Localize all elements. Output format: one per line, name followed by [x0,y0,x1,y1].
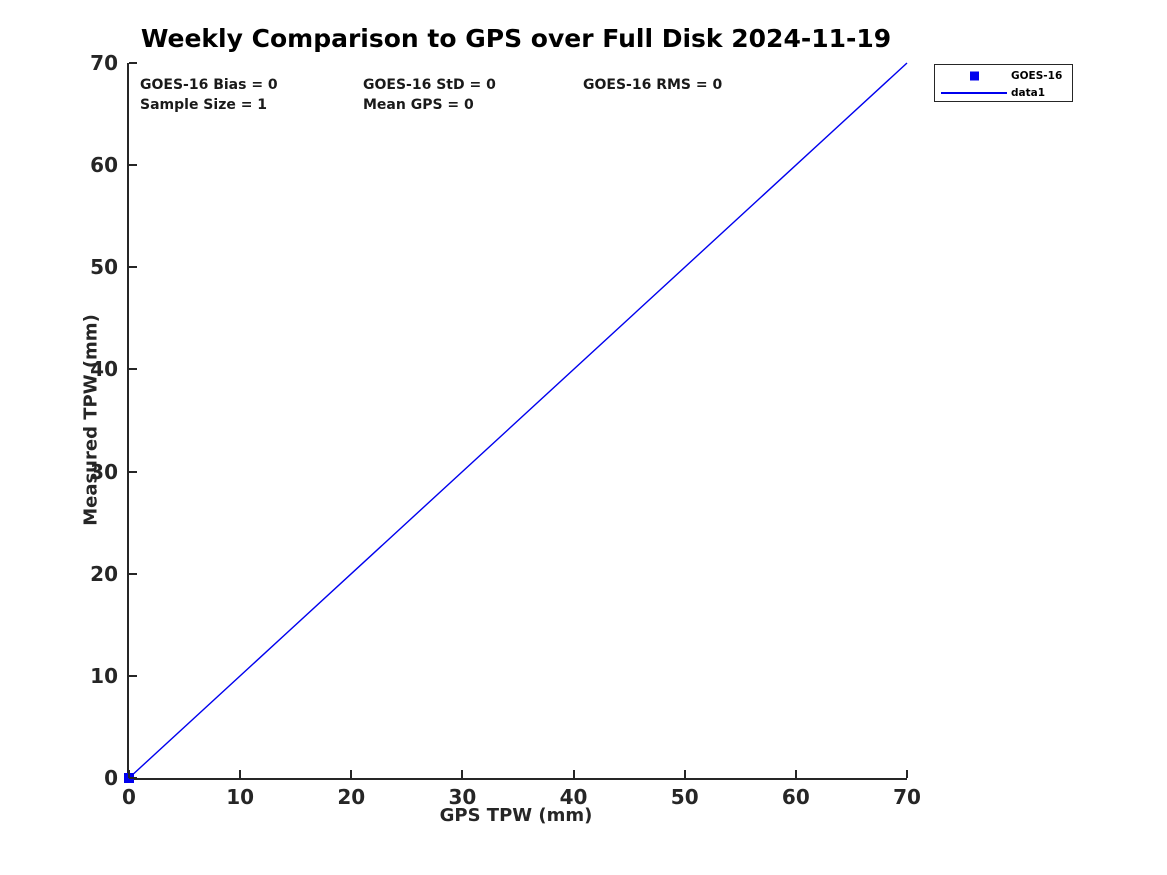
line-sample-icon [941,91,1007,94]
x-axis-label: GPS TPW (mm) [439,805,593,826]
stat-bias: GOES-16 Bias = 0 [140,77,278,93]
stat-sample-size: Sample Size = 1 [140,97,268,113]
legend: GOES-16 data1 [934,64,1073,102]
legend-symbol-area [935,67,1011,84]
legend-symbol-area [935,84,1011,101]
y-tick-label: 10 [90,663,118,688]
y-axis-label: Measured TPW (mm) [80,314,102,526]
plot-area: 0 10 20 30 40 50 60 70 0 10 20 30 40 50 60 70 [90,51,921,809]
legend-label-data1: data1 [1011,86,1046,99]
y-tick-label: 0 [104,766,118,790]
y-tick-label: 20 [90,561,118,586]
stat-std: GOES-16 StD = 0 [363,77,496,93]
chart-title: Weekly Comparison to GPS over Full Disk … [140,24,892,53]
y-tick-label: 70 [90,51,118,75]
plot-svg [124,62,908,783]
legend-label-goes16: GOES-16 [1011,69,1063,82]
legend-entry-goes16: GOES-16 [935,67,1072,84]
y-tick-label: 50 [90,255,118,280]
stat-rms: GOES-16 RMS = 0 [583,77,723,93]
y-tick-label: 60 [90,153,118,178]
square-marker-icon [970,71,979,80]
series-line-data1 [128,62,908,779]
stat-mean-gps: Mean GPS = 0 [363,97,474,113]
legend-entry-data1: data1 [935,84,1072,101]
